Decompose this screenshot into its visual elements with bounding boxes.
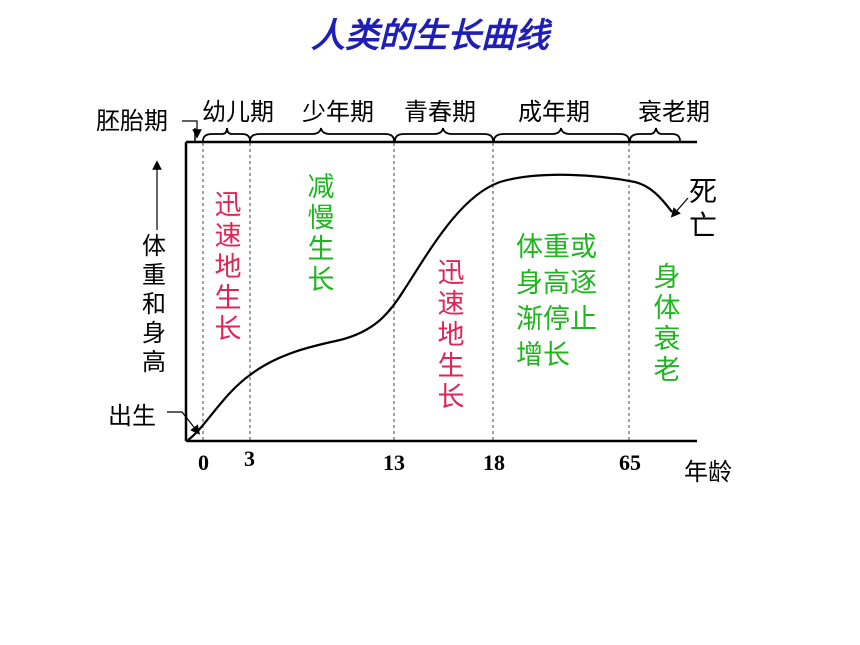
y-axis-label: 体重和身高	[142, 232, 166, 376]
birth-label: 出生	[108, 402, 156, 430]
note-rapid-growth-1: 迅速地生长	[214, 190, 242, 345]
page-title: 人类的生长曲线	[311, 16, 549, 56]
brace-elderly	[629, 127, 681, 142]
growth-curve	[187, 173, 673, 441]
brace-youth	[249, 127, 395, 142]
note-body-aging: 身体衰老	[653, 262, 681, 386]
stage-label-adolescence: 青春期	[404, 98, 476, 126]
tick-18: 18	[483, 450, 505, 475]
note-slow-growth: 减慢生长	[307, 172, 335, 296]
stage-label-embryo: 胚胎期	[96, 107, 168, 135]
death-leader	[670, 197, 689, 218]
note-rapid-growth-2: 迅速地生长	[437, 258, 465, 413]
tick-3: 3	[244, 446, 255, 471]
stage-label-youth: 少年期	[302, 98, 374, 126]
stage-label-infant: 幼儿期	[202, 98, 274, 126]
note-growth-stops: 体重或身高逐渐停止增长	[516, 232, 597, 371]
stage-label-adult: 成年期	[518, 98, 590, 126]
embryo-leader	[182, 120, 202, 139]
death-label: 死亡	[688, 175, 717, 242]
x-axis-label: 年龄	[684, 458, 732, 486]
brace-adolescence	[394, 127, 494, 142]
birth-leader	[167, 411, 200, 435]
tick-0: 0	[198, 450, 209, 475]
tick-65: 65	[619, 450, 641, 475]
brace-adult	[493, 127, 630, 142]
tick-13: 13	[383, 450, 405, 475]
stage-label-elderly: 衰老期	[638, 98, 710, 126]
brace-infant	[202, 127, 251, 142]
